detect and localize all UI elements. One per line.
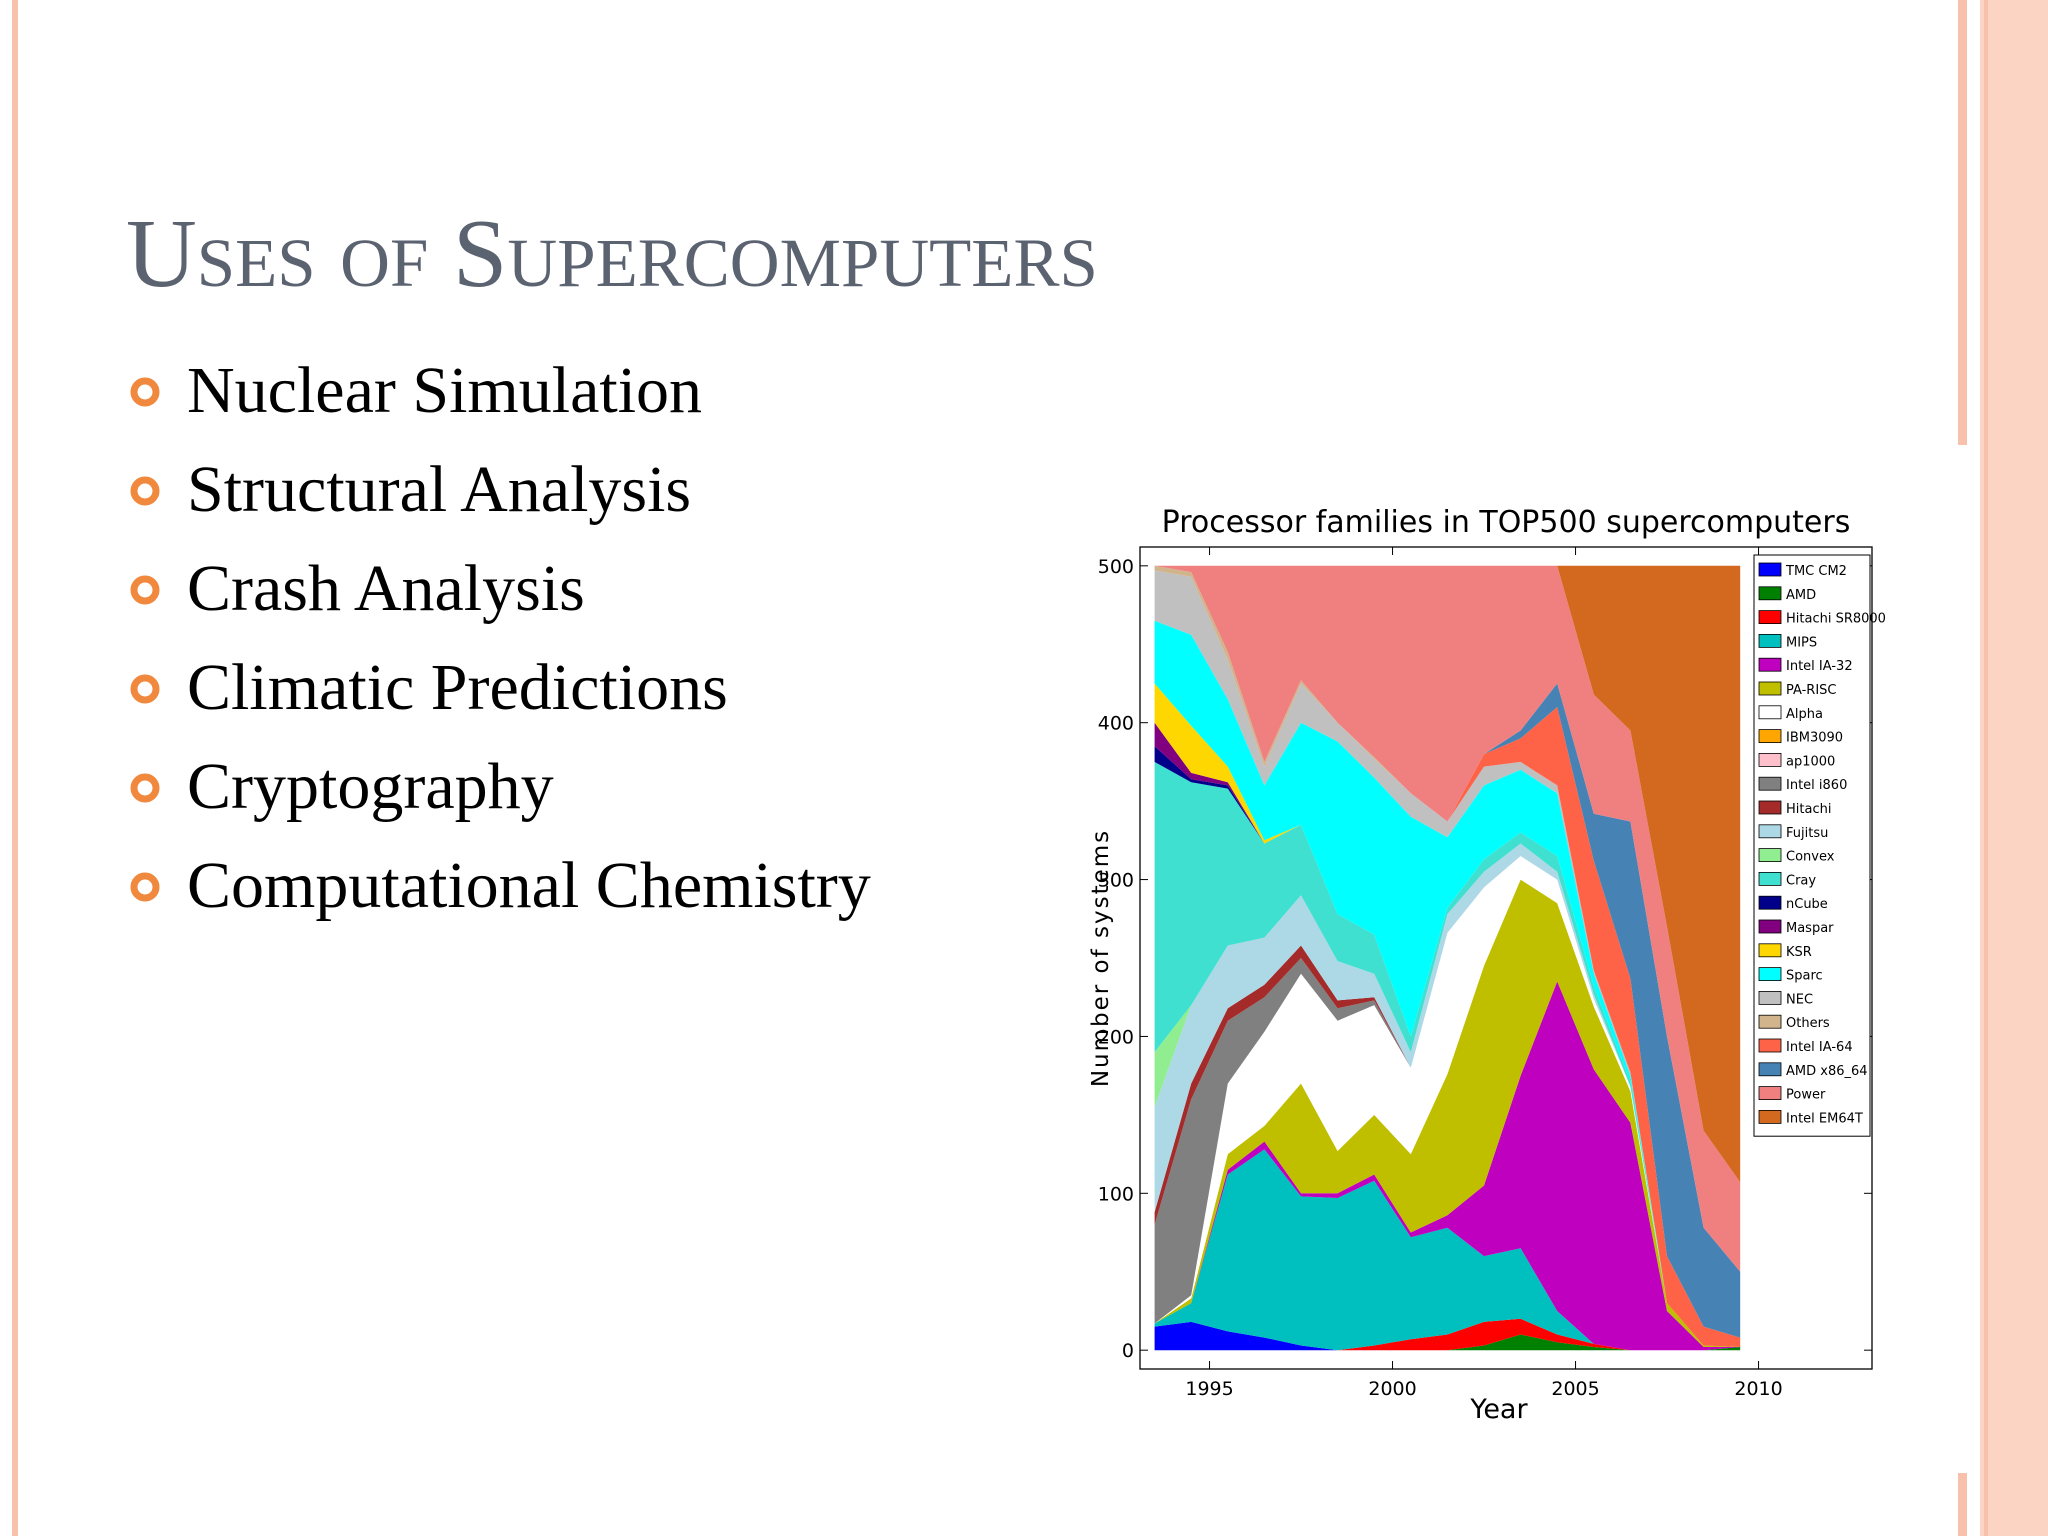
y-tick-label: 300 xyxy=(1098,870,1134,892)
legend-swatch xyxy=(1758,586,1782,601)
legend-swatch xyxy=(1758,1038,1782,1053)
right-stripe xyxy=(1958,0,1967,445)
bullet-icon xyxy=(130,575,160,605)
legend-label: Intel IA-64 xyxy=(1786,1040,1853,1055)
area xyxy=(1154,570,1741,1347)
legend-swatch xyxy=(1758,967,1782,981)
legend-label: AMD x86_64 xyxy=(1786,1064,1868,1079)
legend-label: nCube xyxy=(1786,897,1828,912)
legend-label: Hitachi SR8000 xyxy=(1786,612,1886,627)
legend-label: PA-RISC xyxy=(1786,683,1837,698)
x-tick-label: 2000 xyxy=(1368,1378,1416,1400)
y-tick-label: 0 xyxy=(1122,1340,1134,1362)
y-tick-label: 400 xyxy=(1098,713,1134,735)
legend-label: ap1000 xyxy=(1786,754,1835,769)
x-axis-label: Year xyxy=(1469,1394,1528,1425)
legend-label: Maspar xyxy=(1786,921,1834,936)
legend-label: Intel EM64T xyxy=(1786,1111,1863,1126)
legend-swatch xyxy=(1758,634,1782,648)
bullet-text: Computational Chemistry xyxy=(187,849,871,922)
legend-label: Power xyxy=(1786,1088,1826,1103)
area xyxy=(1154,620,1741,1347)
slide-title: Uses of Supercomputers xyxy=(126,200,1098,308)
x-tick-label: 1995 xyxy=(1185,1378,1233,1400)
bullet-icon xyxy=(130,674,160,704)
legend-swatch xyxy=(1758,848,1782,862)
area xyxy=(1154,981,1741,1351)
x-tick-label: 2010 xyxy=(1734,1378,1782,1400)
right-stripe xyxy=(1958,1473,1967,1536)
bullet-text: Cryptography xyxy=(187,750,554,823)
area xyxy=(1154,565,1741,1338)
legend-swatch xyxy=(1758,872,1782,886)
legend-swatch xyxy=(1758,705,1782,720)
chart: Processor families in TOP500 supercomput… xyxy=(1088,505,1886,1425)
legend-swatch xyxy=(1758,919,1782,934)
area xyxy=(1154,856,1741,1347)
legend-swatch xyxy=(1758,1110,1782,1124)
y-tick-label: 500 xyxy=(1098,556,1134,578)
legend-swatch xyxy=(1758,776,1782,791)
bullet-list: Nuclear Simulation Structural Analysis Cra… xyxy=(130,354,871,922)
legend-swatch xyxy=(1758,1014,1782,1029)
bullet-text: Crash Analysis xyxy=(187,552,585,625)
legend-label: NEC xyxy=(1786,992,1813,1007)
legend-label: Hitachi xyxy=(1786,802,1831,817)
legend-label: Convex xyxy=(1786,850,1835,865)
legend-label: IBM3090 xyxy=(1786,731,1843,746)
y-tick-label: 200 xyxy=(1098,1026,1134,1048)
legend-swatch xyxy=(1758,824,1782,839)
legend-swatch xyxy=(1758,1086,1782,1100)
area xyxy=(1154,1321,1741,1351)
legend-label: TMC CM2 xyxy=(1785,564,1847,579)
legend-swatch xyxy=(1758,753,1782,767)
plot-frame xyxy=(1139,546,1873,1370)
area xyxy=(1154,879,1741,1347)
bullet-icon xyxy=(130,773,160,803)
bullet-text: Nuclear Simulation xyxy=(187,354,702,427)
left-border xyxy=(12,0,18,1536)
legend-label: KSR xyxy=(1786,945,1812,960)
legend-swatch xyxy=(1758,562,1782,577)
bullet-icon xyxy=(130,476,160,506)
right-band xyxy=(1980,0,2048,1536)
legend-swatch xyxy=(1758,610,1782,624)
bullet-icon xyxy=(130,377,160,407)
area xyxy=(1154,565,1741,1183)
legend-label: AMD xyxy=(1786,588,1816,603)
legend-swatch xyxy=(1758,991,1782,1005)
legend-swatch xyxy=(1758,800,1782,815)
legend-label: Alpha xyxy=(1786,707,1823,722)
chart-title: Processor families in TOP500 supercomput… xyxy=(1162,505,1851,540)
area xyxy=(1154,565,1741,1272)
right-line xyxy=(1984,0,1988,1536)
legend-label: MIPS xyxy=(1786,635,1817,650)
area xyxy=(1154,1318,1741,1351)
y-axis-label: Number of systems xyxy=(1088,829,1114,1087)
bullet-text: Climatic Predictions xyxy=(187,651,728,724)
area xyxy=(1154,565,1741,1347)
legend-swatch xyxy=(1758,729,1782,743)
bullet-icon xyxy=(130,872,160,902)
y-tick-label: 100 xyxy=(1098,1183,1134,1205)
area xyxy=(1154,1149,1741,1351)
legend-label: Cray xyxy=(1786,873,1816,888)
area xyxy=(1154,761,1741,1347)
legend-label: Sparc xyxy=(1786,969,1823,984)
legend-label: Intel IA-32 xyxy=(1786,659,1853,674)
bullet-text: Structural Analysis xyxy=(187,453,691,526)
legend-swatch xyxy=(1758,681,1782,696)
legend-swatch xyxy=(1758,895,1782,910)
legend-swatch xyxy=(1758,943,1782,958)
legend-swatch xyxy=(1758,657,1782,672)
legend-label: Fujitsu xyxy=(1786,826,1828,841)
legend-label: Others xyxy=(1786,1016,1830,1031)
legend-swatch xyxy=(1758,1062,1782,1077)
x-tick-label: 2005 xyxy=(1551,1378,1599,1400)
legend-label: Intel i860 xyxy=(1786,778,1847,793)
